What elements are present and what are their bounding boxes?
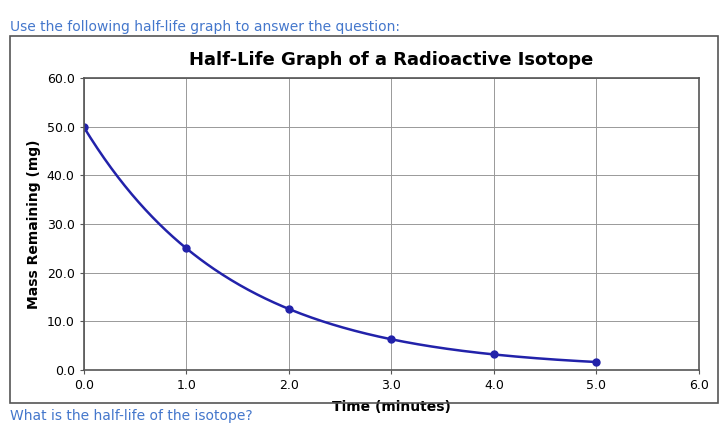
Title: Half-Life Graph of a Radioactive Isotope: Half-Life Graph of a Radioactive Isotope bbox=[189, 51, 593, 69]
Text: Use the following half-life graph to answer the question:: Use the following half-life graph to ans… bbox=[10, 20, 400, 34]
X-axis label: Time (minutes): Time (minutes) bbox=[332, 400, 451, 414]
Text: What is the half-life of the isotope?: What is the half-life of the isotope? bbox=[10, 409, 253, 423]
Y-axis label: Mass Remaining (mg): Mass Remaining (mg) bbox=[27, 139, 41, 309]
